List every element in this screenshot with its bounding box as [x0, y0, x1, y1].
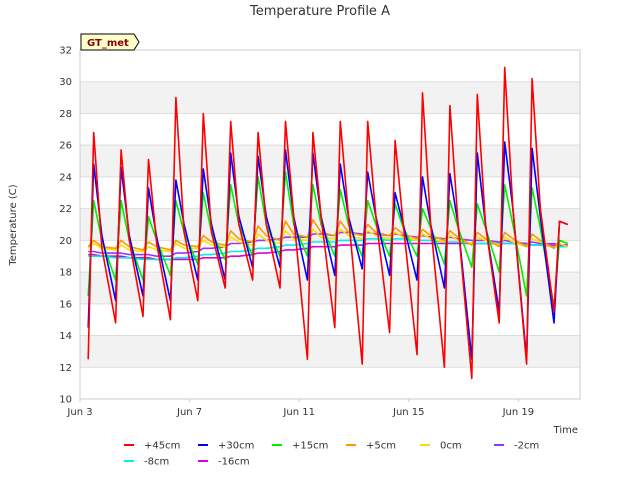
y-tick-label: 32 — [59, 46, 72, 57]
y-tick-label: 26 — [59, 141, 72, 152]
y-tick-label: 12 — [59, 363, 72, 374]
x-tick-label: Jun 11 — [282, 407, 315, 418]
y-tick-label: 28 — [59, 109, 72, 120]
y-tick-labels: 10 12 14 16 18 20 22 24 26 28 30 32 — [59, 46, 72, 406]
y-tick-label: 14 — [59, 331, 72, 342]
y-tick-label: 16 — [59, 299, 72, 310]
legend-label: -16cm — [218, 457, 250, 468]
legend-label: -8cm — [144, 457, 169, 468]
legend-item: -16cm — [198, 457, 250, 468]
x-axis-label: Time — [553, 425, 578, 436]
legend-item: +45cm — [124, 441, 180, 452]
x-tick-label: Jun 7 — [176, 407, 202, 418]
y-tick-label: 22 — [59, 204, 72, 215]
legend-label: 0cm — [440, 441, 462, 452]
legend-item: +5cm — [346, 441, 396, 452]
background-band — [80, 335, 580, 368]
legend-label: +30cm — [218, 441, 254, 452]
y-tick-label: 18 — [59, 268, 72, 279]
x-tick-label: Jun 3 — [66, 407, 92, 418]
legend-item: +30cm — [198, 441, 254, 452]
x-tick-label: Jun 19 — [502, 407, 535, 418]
legend-label: +15cm — [292, 441, 328, 452]
legend-item: 0cm — [420, 441, 462, 452]
background-band — [80, 145, 580, 177]
legend-item: +15cm — [272, 441, 328, 452]
legend-item: -2cm — [494, 441, 539, 452]
y-tick-label: 30 — [59, 77, 72, 88]
badge-text: GT_met — [87, 38, 129, 49]
x-tick-labels: Jun 3 Jun 7 Jun 11 Jun 15 Jun 19 — [66, 399, 534, 418]
y-tick-label: 20 — [59, 236, 72, 247]
y-axis-label: Temperature (C) — [8, 184, 19, 266]
chart-title: Temperature Profile A — [249, 4, 390, 19]
legend-item: -8cm — [124, 457, 169, 468]
plot-frame — [79, 49, 581, 400]
y-tick-label: 10 — [59, 395, 72, 406]
y-tick-label: 24 — [59, 172, 72, 183]
legend: +45cm +30cm +15cm +5cm 0cm -2cm -8cm -16cm — [124, 441, 539, 468]
legend-label: +5cm — [366, 441, 396, 452]
gt-met-badge: GT_met — [80, 33, 140, 51]
legend-label: -2cm — [514, 441, 539, 452]
background-band — [80, 81, 580, 114]
legend-label: +45cm — [144, 441, 180, 452]
series-lines — [87, 66, 568, 380]
x-tick-label: Jun 15 — [392, 407, 425, 418]
series-line-+45cm — [87, 66, 568, 380]
